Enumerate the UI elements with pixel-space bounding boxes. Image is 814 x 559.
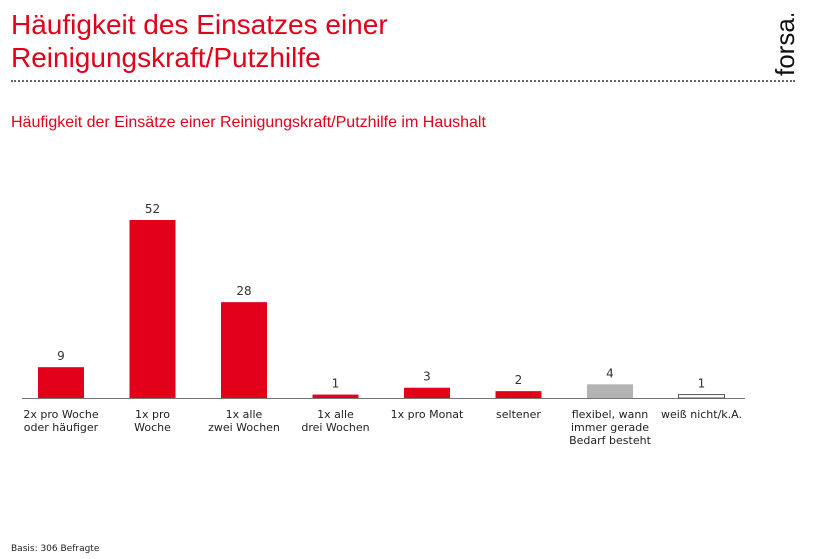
bar-7	[678, 394, 725, 399]
logo-text: forsa.	[770, 14, 800, 76]
header-divider	[11, 80, 795, 82]
category-label-3-0: 1x alle	[317, 408, 354, 421]
value-label-7: 1	[698, 377, 706, 391]
category-label-2-0: 1x alle	[226, 408, 263, 421]
value-label-2: 28	[236, 284, 251, 298]
category-label-6-0: flexibel, wann	[572, 408, 649, 421]
value-label-6: 4	[606, 366, 614, 380]
category-label-2-1: zwei Wochen	[208, 421, 280, 434]
bar-0	[38, 367, 84, 398]
chart-subtitle: Häufigkeit der Einsätze einer Reinigungs…	[11, 114, 486, 131]
title-line-2: Reinigungskraft/Putzhilfe	[11, 42, 321, 73]
bar-2	[221, 302, 267, 398]
category-label-4-0: 1x pro Monat	[391, 408, 464, 421]
category-label-0-0: 2x pro Woche	[23, 408, 98, 421]
value-label-1: 52	[145, 202, 160, 216]
bar-6	[587, 384, 633, 398]
value-label-5: 2	[515, 373, 523, 387]
bar-4	[404, 387, 450, 398]
bar-3	[312, 394, 359, 398]
bar-1	[129, 220, 176, 398]
category-label-5-0: seltener	[496, 408, 541, 421]
category-label-7-0: weiß nicht/k.A.	[661, 408, 742, 421]
category-label-1-0: 1x pro	[135, 408, 170, 421]
category-label-1-1: Woche	[134, 421, 171, 434]
value-label-3: 1	[332, 377, 340, 391]
value-label-0: 9	[57, 349, 65, 363]
category-label-6-2: Bedarf besteht	[569, 434, 651, 447]
forsa-logo: forsa.	[770, 14, 800, 76]
category-label-3-1: drei Wochen	[301, 421, 369, 434]
bar-5	[495, 391, 542, 398]
category-label-0-1: oder häufiger	[24, 421, 99, 434]
page-title: Häufigkeit des Einsatzes einer Reinigung…	[11, 8, 711, 74]
value-label-4: 3	[423, 370, 431, 384]
title-line-1: Häufigkeit des Einsatzes einer	[11, 9, 388, 40]
basis-note: Basis: 306 Befragte	[11, 544, 100, 554]
category-label-6-1: immer gerade	[571, 421, 649, 434]
